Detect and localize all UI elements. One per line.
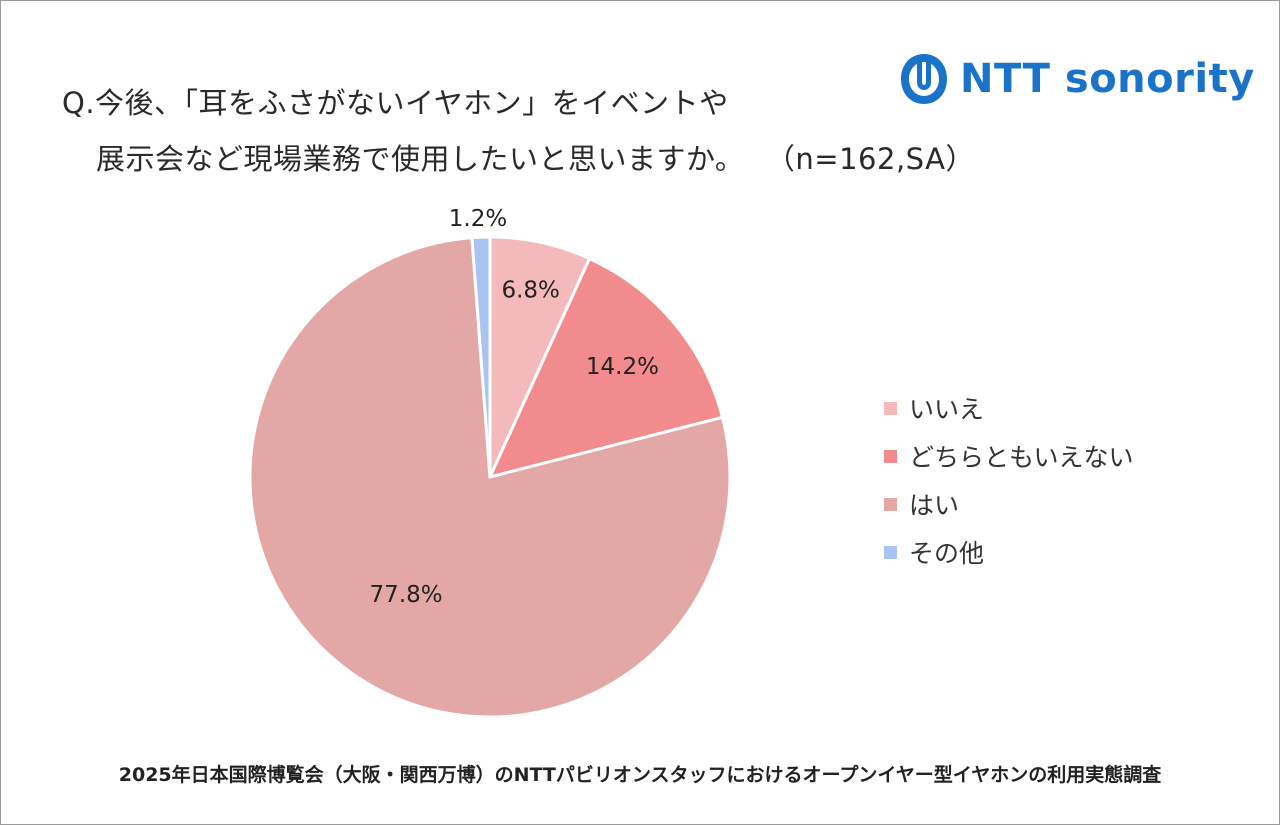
question-line-2: 展示会など現場業務で使用したいと思いますか。 （n=162,SA） xyxy=(96,136,975,178)
legend-label-neutral: どちらともいえない xyxy=(909,443,1134,472)
pie-label-other: 1.2% xyxy=(449,206,507,232)
pie-label-yes: 77.8% xyxy=(370,582,443,608)
pie-label-no: 6.8% xyxy=(501,277,559,303)
legend-label-yes: はい xyxy=(909,491,960,520)
sample-size: （n=162,SA） xyxy=(780,142,975,176)
pie-label-neutral: 14.2% xyxy=(586,354,659,380)
ntt-sonority-logo: NTT sonority xyxy=(896,48,1255,110)
legend-item-yes: はい xyxy=(884,480,1134,528)
pie-slice-other xyxy=(470,235,492,479)
legend-label-other: その他 xyxy=(909,539,985,568)
legend-swatch-yes xyxy=(884,497,897,511)
ntt-logo-icon xyxy=(901,54,947,104)
legend-item-neutral: どちらともいえない xyxy=(884,432,1134,480)
legend-item-other: その他 xyxy=(884,528,1134,576)
logo-text: NTT sonority xyxy=(960,56,1255,102)
pie-slice-neutral xyxy=(488,257,724,479)
legend-label-no: いいえ xyxy=(909,395,985,424)
legend-swatch-other xyxy=(884,545,897,559)
legend: いいえ どちらともいえない はい その他 xyxy=(884,384,1134,576)
survey-footer: 2025年日本国際博覧会（大阪・関西万博）のNTTパビリオンスタッフにおけるオー… xyxy=(118,764,1162,786)
legend-swatch-no xyxy=(884,401,897,415)
question-line-1: Q.今後、「耳をふさがないイヤホン」をイベントや xyxy=(62,86,729,120)
question-text: 展示会など現場業務で使用したいと思いますか。 xyxy=(96,142,745,176)
legend-swatch-neutral xyxy=(884,449,897,463)
legend-item-no: いいえ xyxy=(884,384,1134,432)
